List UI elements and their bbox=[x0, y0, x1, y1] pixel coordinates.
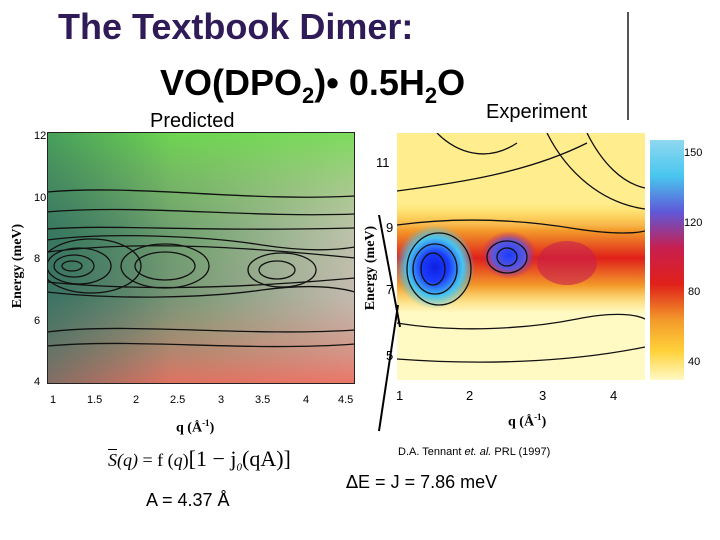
right-xtick: 3 bbox=[539, 388, 547, 403]
left-ytick: 12 bbox=[34, 130, 47, 142]
slide-subtitle-formula: VO(DPO2)• 0.5H2O bbox=[160, 62, 466, 109]
right-xtick: 1 bbox=[396, 388, 404, 403]
experiment-heatmap bbox=[397, 133, 645, 380]
experiment-label: Experiment bbox=[486, 101, 588, 123]
energy-result: ∆E = J = 7.86 meV bbox=[346, 472, 498, 493]
right-xlabel: q (Å-1) bbox=[508, 412, 547, 430]
colorbar-tick: 40 bbox=[688, 356, 701, 368]
right-ytick: 11 bbox=[376, 155, 390, 170]
left-xtick: 2 bbox=[133, 394, 140, 406]
left-ylabel: Energy (meV) bbox=[10, 223, 25, 309]
citation: D.A. Tennant et. al. PRL (1997) bbox=[398, 446, 551, 458]
predicted-heatmap bbox=[47, 132, 355, 384]
left-xlabel: q (Å-1) bbox=[176, 418, 215, 436]
predicted-label: Predicted bbox=[150, 110, 235, 132]
left-xtick: 3.5 bbox=[255, 394, 271, 406]
left-xtick: 2.5 bbox=[170, 394, 186, 406]
right-xtick: 4 bbox=[610, 388, 618, 403]
left-ytick: 10 bbox=[34, 192, 47, 204]
right-xtick: 2 bbox=[466, 388, 474, 403]
a-value: A = 4.37 Å bbox=[146, 490, 230, 510]
colorbar-tick: 150 bbox=[684, 147, 703, 159]
experiment-contours bbox=[397, 133, 645, 363]
left-ytick: 4 bbox=[34, 376, 41, 388]
colorbar-tick: 120 bbox=[684, 217, 703, 229]
left-xtick: 1.5 bbox=[87, 394, 103, 406]
left-xtick: 4 bbox=[303, 394, 310, 406]
left-ylabel-wrap: Energy (meV) bbox=[0, 224, 78, 308]
colorbar-tick: 80 bbox=[688, 286, 701, 298]
structure-factor-formula: S(q) = f (q)[1 − j0(qA)] bbox=[108, 446, 291, 474]
left-xtick: 3 bbox=[218, 394, 225, 406]
left-ytick: 6 bbox=[34, 315, 41, 327]
colorbar bbox=[650, 140, 684, 380]
left-xtick: 4.5 bbox=[338, 394, 354, 406]
right-ytick: 7 bbox=[386, 282, 394, 297]
predicted-contours bbox=[47, 189, 355, 348]
slide-title: The Textbook Dimer: bbox=[58, 6, 414, 47]
title-divider-line bbox=[627, 12, 629, 120]
left-xtick: 1 bbox=[50, 394, 57, 406]
right-ytick: 9 bbox=[386, 220, 394, 235]
annotation-lines bbox=[378, 215, 401, 432]
left-ytick: 8 bbox=[34, 253, 41, 265]
